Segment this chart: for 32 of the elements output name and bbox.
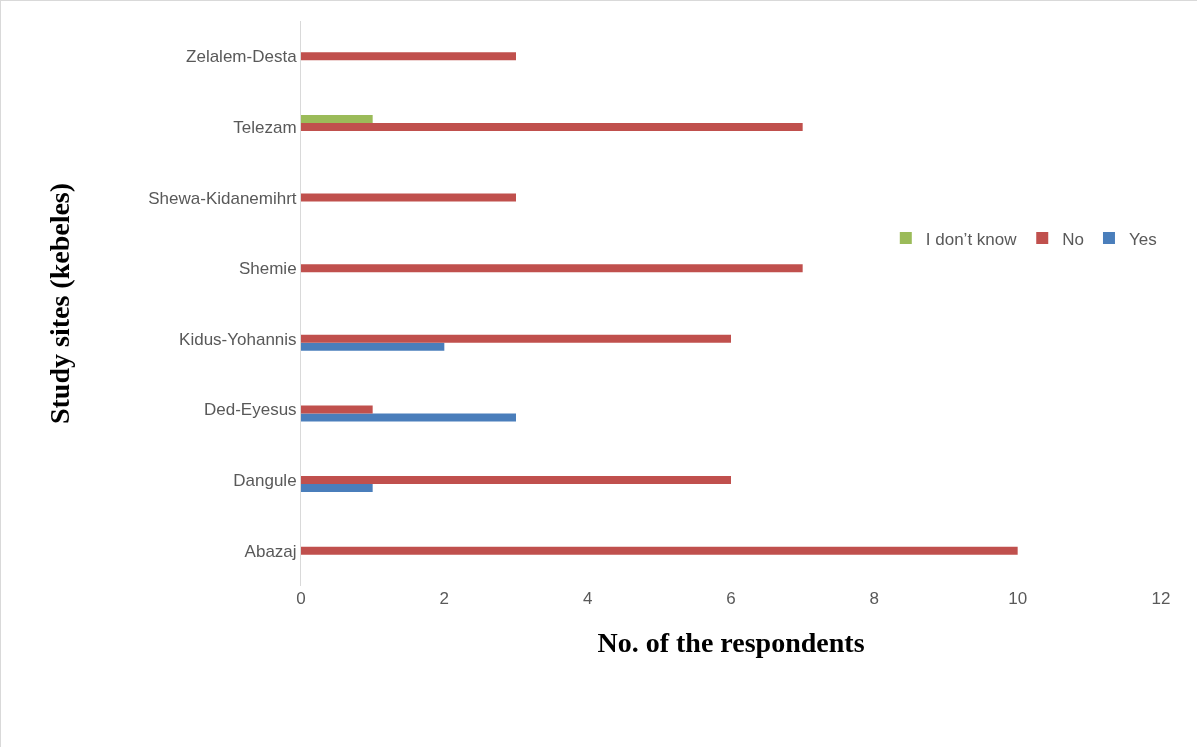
- legend-label: I don’t know: [925, 229, 1018, 249]
- x-tick-label: 6: [726, 589, 736, 608]
- y-axis-title: Study sites (kebeles): [43, 182, 75, 425]
- x-tick-label: 2: [439, 589, 450, 608]
- y-tick-label: Ded-Eyesus: [203, 400, 297, 420]
- bar: [301, 114, 373, 123]
- x-axis-title: No. of the respondents: [597, 627, 865, 659]
- bar: [301, 484, 373, 493]
- x-tick-label: 4: [582, 589, 593, 608]
- y-tick-label: Dangule: [233, 471, 297, 491]
- bar: [301, 122, 803, 131]
- y-tick-label: Abazaj: [244, 541, 297, 561]
- bar: [301, 193, 516, 202]
- y-tick-label: Shemie: [238, 259, 297, 279]
- y-tick-label: Zelalem-Desta: [186, 47, 298, 67]
- x-tick-label: 8: [869, 589, 880, 608]
- y-tick-label: Shewa-Kidanemihrt: [148, 188, 297, 208]
- y-tick-label: Telezam: [233, 117, 297, 137]
- bar: [301, 476, 731, 485]
- bar: [301, 546, 1018, 555]
- bar: [301, 334, 731, 343]
- x-tick-label: 0: [296, 589, 306, 608]
- x-tick-label: 10: [1008, 589, 1028, 608]
- bar: [301, 342, 445, 351]
- bar: [301, 413, 516, 422]
- y-tick-label: Kidus-Yohannis: [179, 329, 297, 349]
- bar: [301, 405, 373, 414]
- bar: [301, 52, 516, 61]
- x-tick-label: 12: [1151, 589, 1171, 608]
- legend-label: No: [1062, 229, 1084, 249]
- bar: [301, 264, 803, 273]
- legend-label: Yes: [1128, 229, 1157, 249]
